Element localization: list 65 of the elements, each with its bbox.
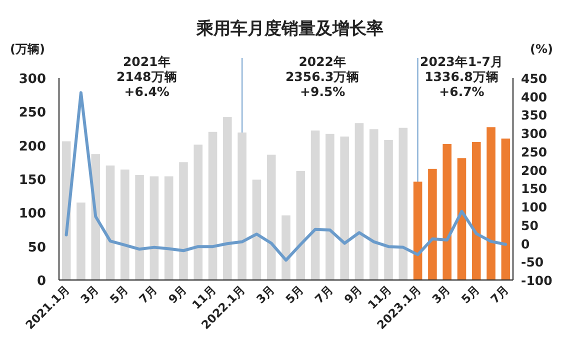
bar [413, 182, 422, 280]
x-tick-label: 7月 [136, 282, 160, 306]
bar [194, 144, 203, 280]
bar [282, 215, 290, 280]
bar [150, 176, 159, 280]
x-tick-label: 3月 [253, 282, 278, 306]
y-tick-label: 100 [18, 206, 46, 222]
x-tick-label: 7月 [312, 282, 336, 306]
bar [76, 202, 86, 280]
y2-tick-label: 0 [521, 236, 530, 252]
y-tick-label: 300 [18, 72, 46, 87]
bar [472, 142, 481, 280]
annotation: 2023年1-7月 1336.8万辆 +6.7% [420, 54, 504, 99]
bar [164, 176, 174, 280]
x-tick-label: 3月 [78, 282, 102, 306]
bar [398, 128, 408, 280]
y-tick-label: 0 [36, 274, 46, 289]
x-tick-label: 5月 [106, 282, 132, 306]
bar [354, 123, 364, 280]
bar [501, 138, 510, 280]
annotation: 2022年 2356.3万辆 +9.5% [285, 54, 360, 99]
y2-tick-label: 200 [521, 162, 548, 178]
bar [428, 168, 437, 280]
bar [369, 129, 378, 280]
y2-tick-label: 100 [521, 200, 548, 215]
x-tick-label: 3月 [429, 282, 454, 306]
x-tick-label: 5月 [458, 282, 483, 306]
bar [120, 170, 130, 280]
bar [442, 144, 452, 280]
x-tick-label: 5月 [282, 282, 307, 306]
bar [208, 132, 218, 280]
bar [135, 174, 144, 280]
bar [326, 134, 334, 280]
bar [252, 180, 262, 280]
bar [266, 154, 276, 280]
x-tick-label: 9月 [341, 282, 366, 306]
bar [296, 170, 306, 280]
bar [310, 130, 320, 280]
y2-tick-label: 50 [521, 218, 539, 233]
x-tick-label: 7月 [488, 282, 512, 306]
y-tick-label: 200 [18, 139, 46, 154]
y2-tick-label: 150 [521, 181, 548, 196]
y-tick-label: 250 [18, 106, 46, 121]
y2-tick-label: 350 [521, 108, 548, 123]
y2-axis-title: (%) [530, 42, 553, 56]
chart-title: 乘用车月度销量及增长率 [196, 19, 384, 39]
y2-tick-label: 300 [521, 126, 548, 142]
x-tick-label: 9月 [166, 282, 190, 306]
y-tick-label: 150 [18, 173, 46, 188]
bar [179, 162, 188, 280]
y2-tick-label: 400 [521, 89, 548, 104]
bar [457, 158, 466, 280]
bar [486, 127, 496, 280]
y2-tick-label: -50 [521, 254, 544, 270]
bar [340, 136, 349, 280]
bar [238, 132, 246, 280]
y2-tick-label: -100 [521, 273, 553, 288]
bar [106, 166, 115, 280]
y2-tick-label: 250 [521, 144, 548, 160]
y-tick-label: 50 [28, 240, 46, 256]
bar [223, 117, 232, 280]
y-axis-title: (万辆) [10, 42, 45, 56]
annotation: 2021年 2148万辆 +6.4% [116, 54, 178, 99]
y2-tick-label: 450 [521, 71, 548, 86]
bar [384, 140, 393, 280]
